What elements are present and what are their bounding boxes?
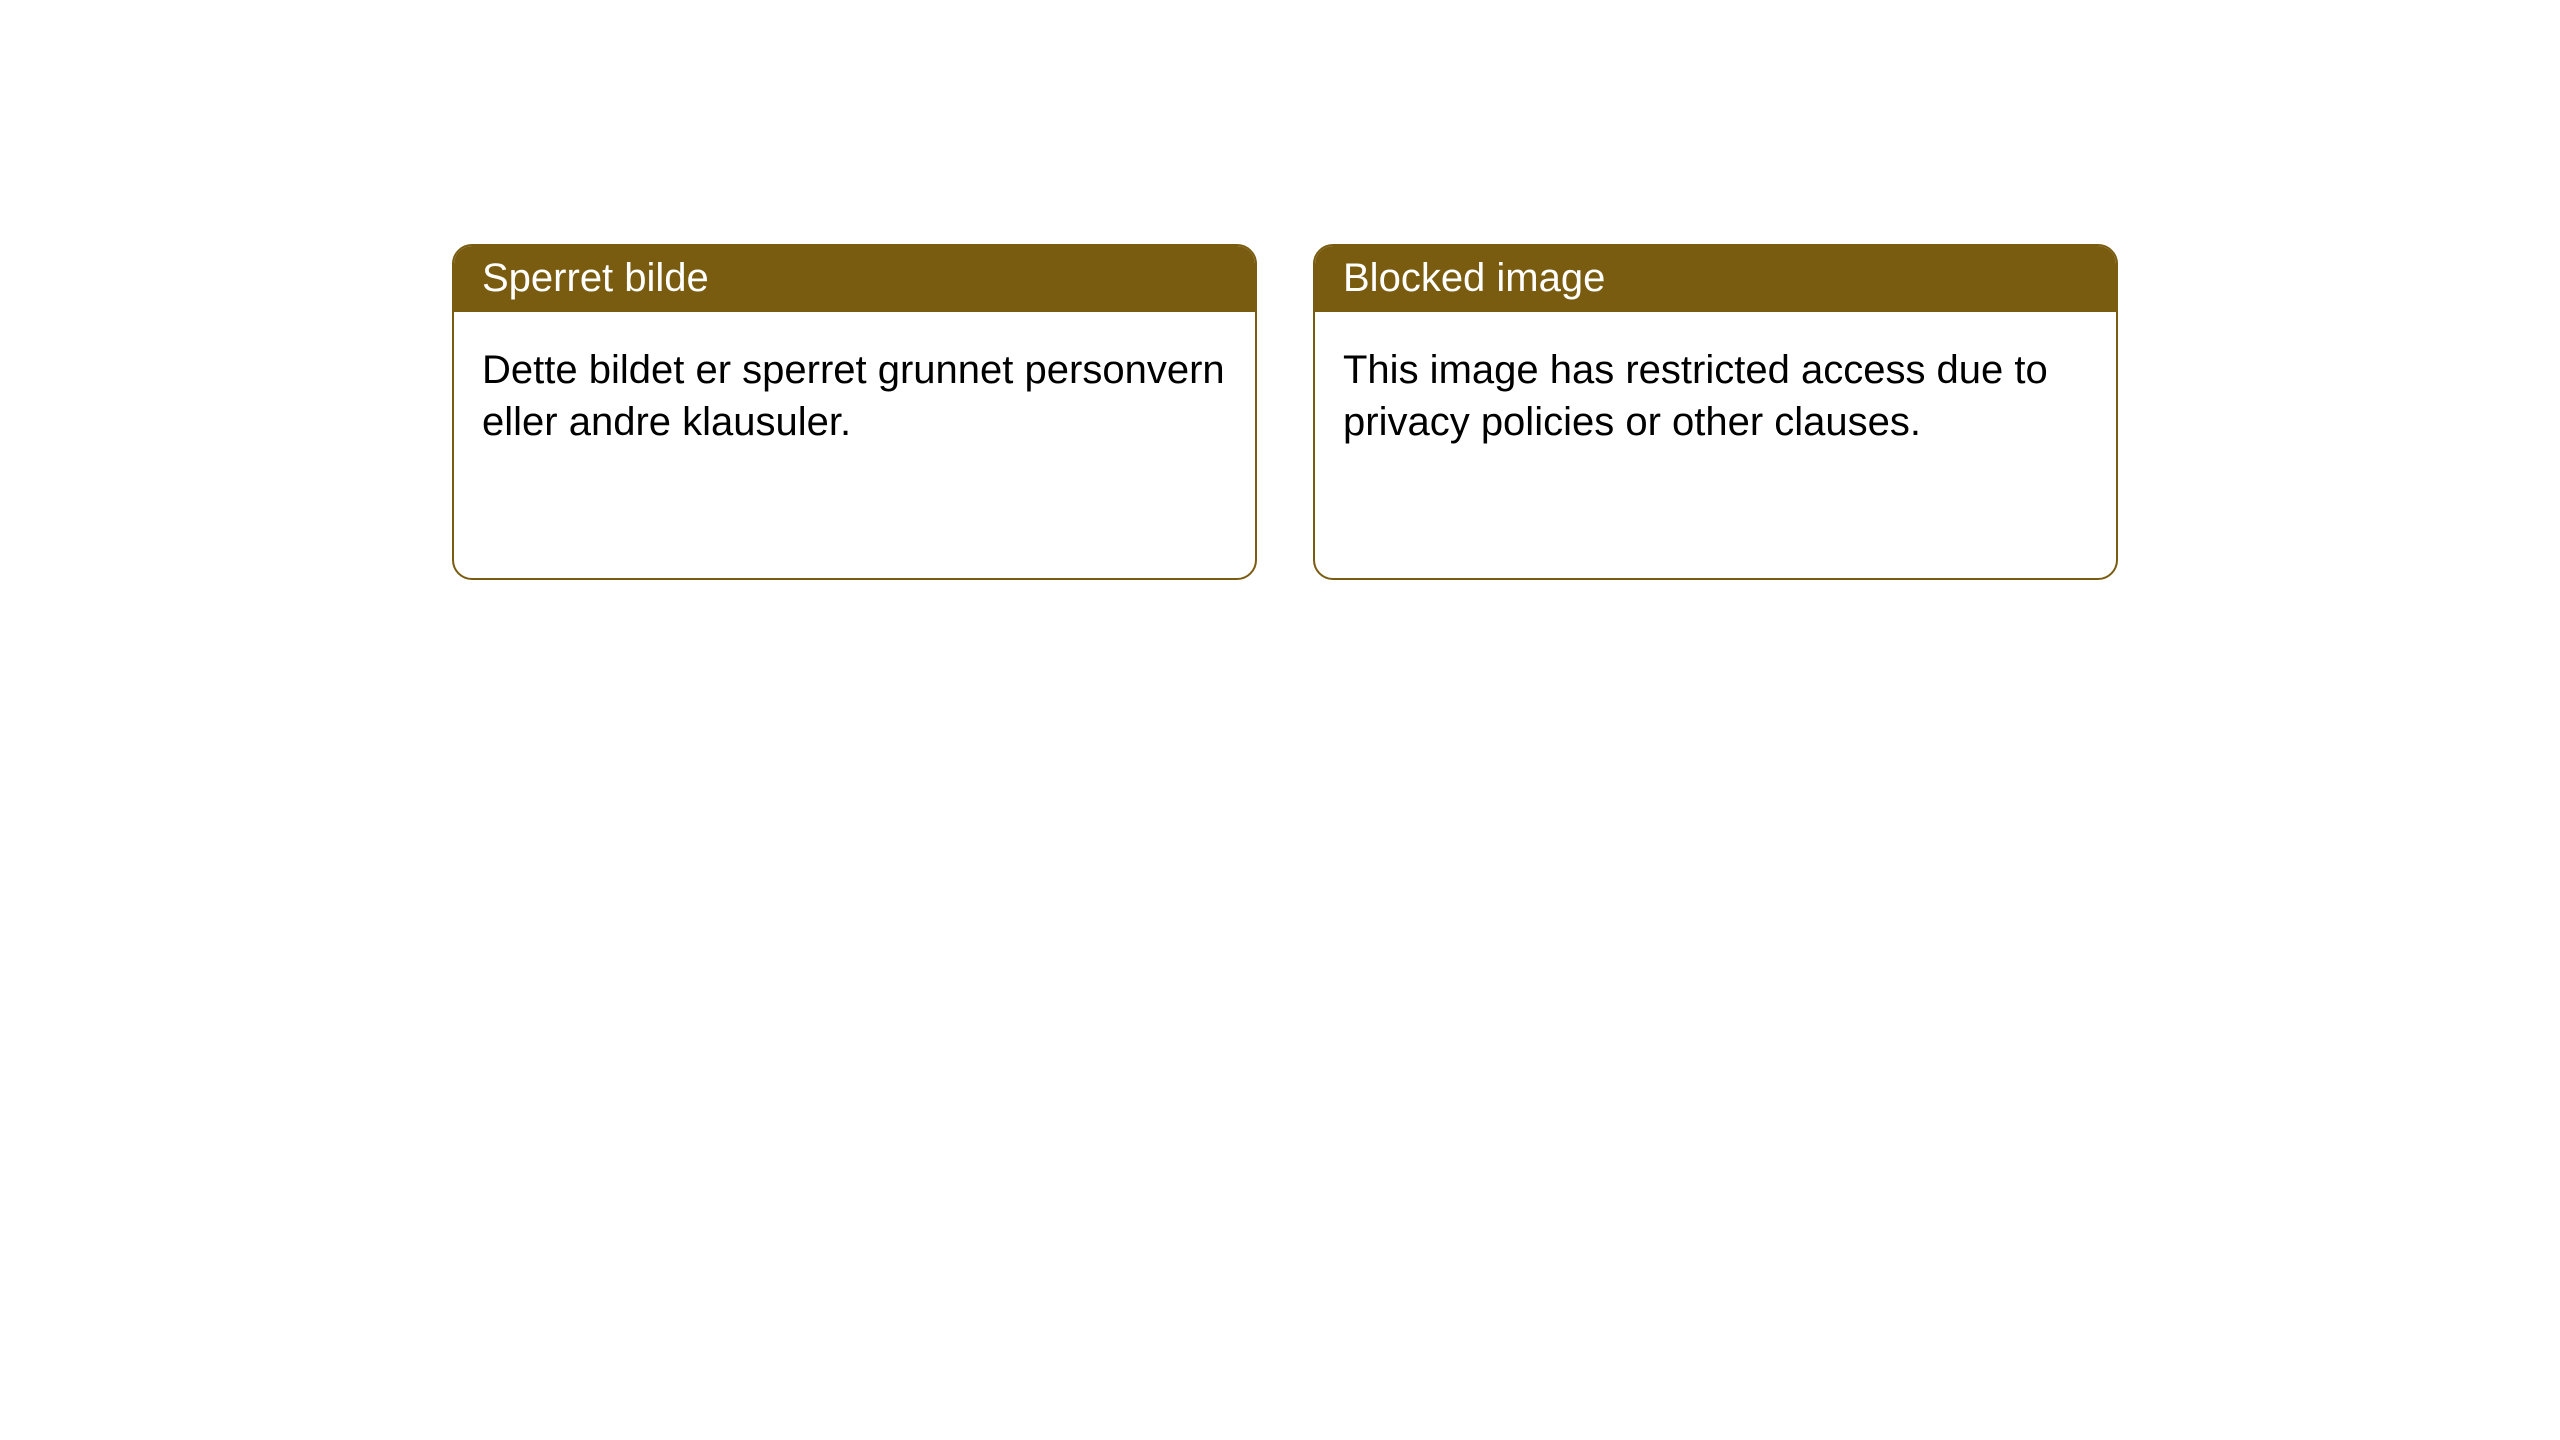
notice-header: Sperret bilde xyxy=(454,246,1255,312)
notice-container: Sperret bilde Dette bildet er sperret gr… xyxy=(452,244,2118,580)
notice-body: This image has restricted access due to … xyxy=(1315,312,2116,480)
notice-box-english: Blocked image This image has restricted … xyxy=(1313,244,2118,580)
notice-header: Blocked image xyxy=(1315,246,2116,312)
notice-body: Dette bildet er sperret grunnet personve… xyxy=(454,312,1255,480)
notice-box-norwegian: Sperret bilde Dette bildet er sperret gr… xyxy=(452,244,1257,580)
